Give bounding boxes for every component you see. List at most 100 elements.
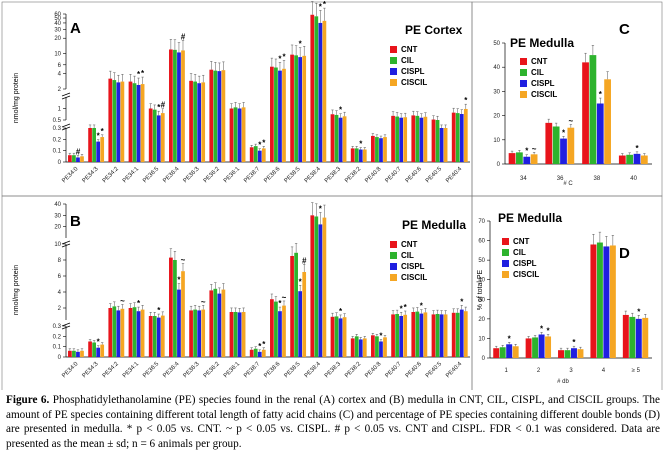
bar-a-pe40-8-ciscil <box>383 137 387 162</box>
category-label: PE40:5 <box>425 166 444 185</box>
bar-a-pe38-5-cnt <box>290 54 294 162</box>
category-label: PE34:1 <box>122 361 141 380</box>
bar-b-pe38-3-cispl <box>338 318 343 357</box>
bar-b-pe40-4-ciscil <box>463 311 468 357</box>
bar-a-pe38-6-cnt <box>270 66 274 162</box>
significance-mark: * <box>572 338 576 347</box>
significance-mark: * <box>400 304 404 313</box>
bar-b-pe40-4-cil <box>455 312 460 357</box>
category-label: PE40:6 <box>405 361 424 380</box>
bar-a-pe40-5-cil <box>435 120 440 162</box>
panel-d-frame <box>471 195 663 390</box>
category-label: PE38:6 <box>263 361 282 380</box>
bar-a-pe34-2-cispl <box>116 82 121 162</box>
legend-swatch-cnt <box>520 58 527 65</box>
category-label: PE36:1 <box>223 361 242 380</box>
significance-mark: * <box>157 103 161 112</box>
panel-a-y-tick-label: 40 <box>54 21 61 27</box>
bar-a-pe36-3-cil <box>193 81 197 162</box>
bar-a-pe38-6-cil <box>274 67 278 162</box>
significance-mark: * <box>262 340 266 349</box>
legend-swatch-cil <box>390 252 397 259</box>
bar-a-pe36-5-cispl <box>156 115 161 162</box>
significance-mark: ~ <box>201 297 206 306</box>
panel-b-y-axis-title: nmol/mg protein <box>13 265 20 315</box>
bar-c-40-cil <box>626 154 634 164</box>
figure-caption: Figure 6. Phosphatidylethanolamine (PE) … <box>6 393 660 451</box>
category-label: PE38:4 <box>304 361 323 380</box>
significance-mark: ~ <box>532 144 537 153</box>
category-label: PE38:2 <box>344 166 363 185</box>
bar-c-34-ciscil <box>530 154 538 164</box>
legend-label-cil: CIL <box>401 251 414 260</box>
bar-a-pe40-4-ciscil <box>463 108 468 162</box>
bar-c-38-cispl <box>596 103 604 164</box>
bar-a-pe36-1-cnt <box>229 108 234 162</box>
bar-a-pe36-3-ciscil <box>201 82 206 162</box>
bar-b-pe36-2-cil <box>213 288 218 357</box>
bar-a-pe34-1-ciscil <box>140 84 145 162</box>
bar-c-36-cil <box>552 126 560 164</box>
bar-a-pe38-2-cil <box>354 148 359 162</box>
significance-mark: * <box>508 334 512 343</box>
bar-b-pe38-3-cil <box>334 316 339 357</box>
significance-mark: ~ <box>569 116 574 125</box>
bar-a-pe36-4-ciscil <box>181 50 185 162</box>
category-label: PE34:2 <box>102 361 121 380</box>
category-label: PE34:2 <box>102 166 121 185</box>
category-label: PE34:0 <box>61 166 80 185</box>
legend-swatch-cispl <box>520 80 527 87</box>
panel-a-y-tick-label: 0.2 <box>53 137 62 143</box>
bar-a-pe38-3-cnt <box>330 114 335 162</box>
panel-d-y-tick-label: 0 <box>482 356 486 362</box>
bar-a-pe38-2-cnt <box>350 148 355 162</box>
panel-d-y-tick-label: 60 <box>478 239 485 245</box>
bar-a-pe40-5-cispl <box>439 128 444 162</box>
bar-c-38-cnt <box>582 62 589 164</box>
bar-b-pe34-3-cispl <box>96 347 101 357</box>
panel-c-label: C <box>619 21 630 38</box>
bar-a-pe40-6-ciscil <box>423 116 428 162</box>
panel-d-label: D <box>619 245 630 262</box>
bar-b-pe34-0-ciscil <box>80 350 84 357</box>
bar-a-pe34-3-cispl <box>96 141 101 162</box>
panel-b-y-tick-label: 2 <box>58 306 62 312</box>
bar-d-4-ciscil <box>609 245 616 358</box>
bar-b-pe38-4-ciscil <box>322 217 327 357</box>
bar-b-pe34-1-cil <box>132 307 137 357</box>
bar-a-pe34-3-ciscil <box>100 137 105 162</box>
bar-b-pe34-2-cnt <box>108 308 113 357</box>
panel-a-y-tick-label: 60 <box>54 12 61 18</box>
panel-d-y-tick-label: 50 <box>478 258 485 264</box>
category-label: PE40:8 <box>364 166 383 185</box>
panel-b-y-tick-label: 40 <box>54 202 61 208</box>
legend-label-ciscil: CISCIL <box>401 78 427 87</box>
category-label: PE38:5 <box>284 166 303 185</box>
category-label: PE36:1 <box>223 166 242 185</box>
significance-mark: * <box>299 277 303 286</box>
legend-swatch-ciscil <box>520 91 527 98</box>
panel-c-title: PE Medulla <box>510 36 574 50</box>
category-label: PE38:5 <box>284 361 303 380</box>
legend-label-cnt: CNT <box>513 237 530 246</box>
legend-swatch-cispl <box>390 263 397 270</box>
bar-b-pe36-1-cnt <box>229 312 234 357</box>
bar-b-pe38-2-cil <box>354 336 359 357</box>
bar-b-pe40-6-ciscil <box>423 312 428 357</box>
bar-d-3-cispl <box>571 348 577 358</box>
category-label: PE36:5 <box>142 166 161 185</box>
bar-c-40-ciscil <box>640 155 648 164</box>
panel-b-y-tick-label: 4 <box>58 290 62 296</box>
bar-a-pe38-7-cnt <box>249 147 254 162</box>
bar-b-pe34-2-ciscil <box>120 308 125 357</box>
panel-a-y-tick-label: 50 <box>54 16 61 22</box>
panel-c-y-tick-label: 10 <box>493 138 500 144</box>
significance-mark: ~ <box>282 293 287 302</box>
category-label: PE38:7 <box>243 166 262 185</box>
significance-mark: ~ <box>120 296 125 305</box>
bar-b-pe40-7-cnt <box>391 314 395 357</box>
bar-b-pe38-6-ciscil <box>282 305 286 357</box>
bar-d-1-ciscil <box>512 346 519 358</box>
significance-mark: * <box>323 0 327 9</box>
bar-b-pe38-4-cil <box>314 216 319 357</box>
